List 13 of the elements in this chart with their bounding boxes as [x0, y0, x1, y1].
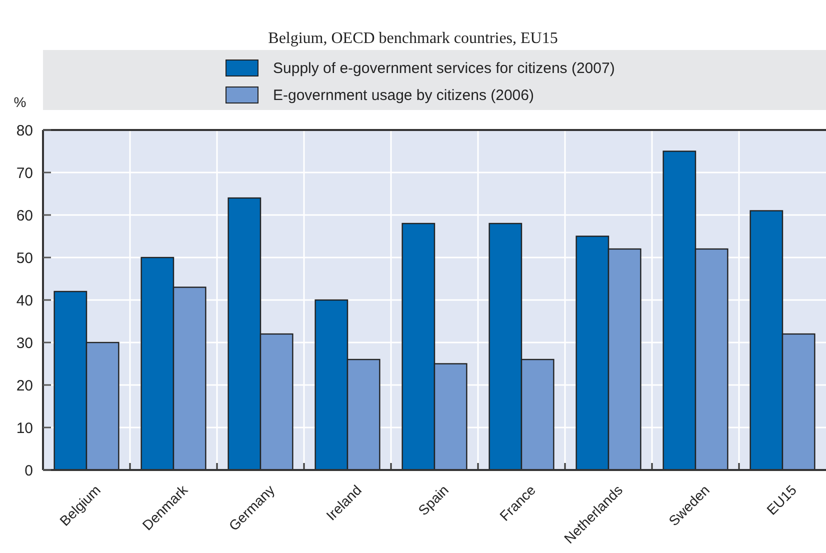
- y-tick-label: 40: [16, 292, 33, 310]
- y-tick-label: 30: [16, 334, 33, 352]
- y-tick-label: 70: [16, 164, 33, 182]
- y-tick-label: 80: [16, 122, 33, 140]
- y-tick-label: 50: [16, 250, 33, 267]
- legend-label: Supply of e-government services for citizens (2007): [273, 60, 615, 77]
- legend-label: E-government usage by citizens (2006): [273, 87, 534, 104]
- y-tick-label: 60: [16, 207, 33, 224]
- y-tick-label: 20: [16, 377, 33, 394]
- y-tick-label: 0: [24, 462, 33, 480]
- chart-subtitle: Belgium, OECD benchmark countries, EU15: [268, 30, 558, 47]
- y-axis-title: %: [14, 94, 26, 110]
- y-tick-label: 10: [16, 420, 33, 437]
